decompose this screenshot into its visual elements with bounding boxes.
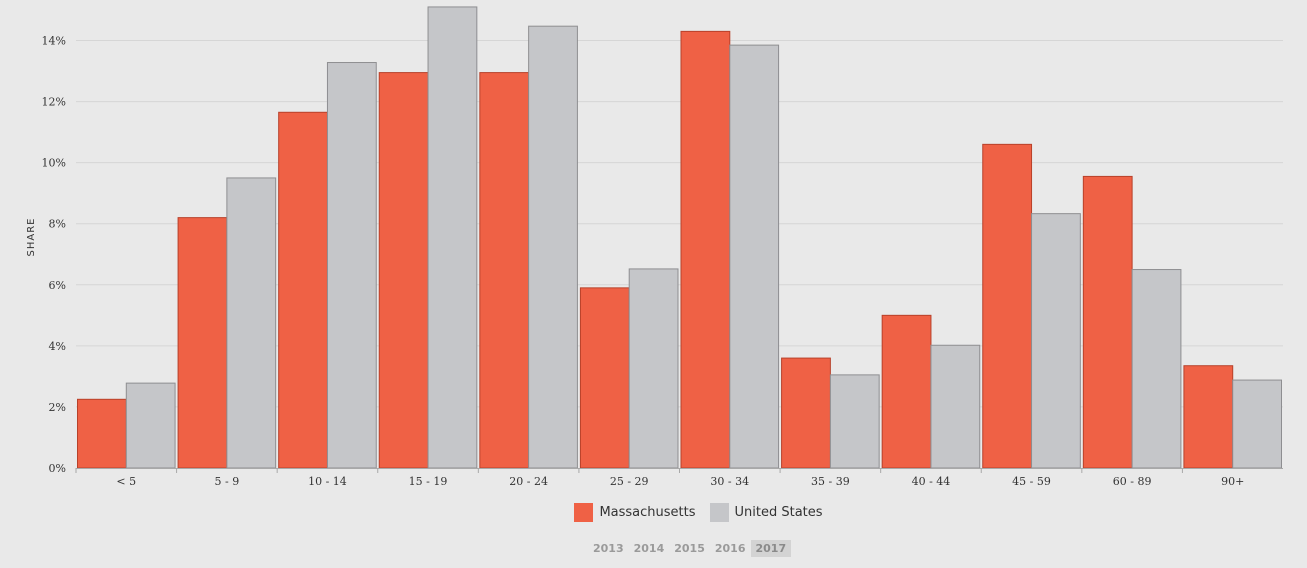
y-tick-label: 8% (49, 218, 66, 231)
y-tick-label: 10% (42, 157, 66, 170)
year-2013[interactable]: 2013 (593, 542, 624, 555)
bar-united-states[interactable] (1131, 269, 1182, 469)
x-tick-label: 40 - 44 (912, 475, 951, 488)
bar-massachusetts[interactable] (680, 30, 731, 469)
legend-item-massachusetts[interactable]: Massachusetts (574, 503, 696, 522)
year-2016[interactable]: 2016 (714, 542, 746, 555)
bar-massachusetts[interactable] (378, 72, 429, 469)
bar-united-states[interactable] (1031, 213, 1081, 469)
x-tick-label: 45 - 59 (1012, 475, 1051, 488)
legend-swatch-massachusetts (574, 503, 594, 522)
bar-united-states[interactable] (829, 374, 880, 469)
y-tick-label: 6% (49, 279, 66, 292)
y-tick-label: 4% (49, 340, 66, 353)
grid-lines (76, 40, 1283, 408)
year-selector: 2013 2014 2015 2016 2017 (588, 540, 792, 557)
x-tick-label: 60 - 89 (1113, 475, 1152, 488)
bar-united-states[interactable] (528, 25, 578, 469)
bar-massachusetts[interactable] (77, 398, 127, 469)
y-tick-label: 2% (49, 401, 66, 414)
legend-item-united-states[interactable]: United States (709, 503, 823, 522)
bar-united-states[interactable] (1232, 379, 1283, 469)
bar-massachusetts[interactable] (177, 217, 228, 469)
bar-united-states[interactable] (729, 44, 780, 469)
y-tick-label: 0% (49, 462, 66, 475)
x-tick-label: 10 - 14 (308, 475, 347, 488)
year-2014[interactable]: 2014 (633, 542, 665, 555)
y-axis-title: SHARE (26, 218, 37, 257)
x-tick-label: < 5 (116, 475, 136, 488)
x-tick-label: 90+ (1221, 475, 1244, 488)
bar-massachusetts[interactable] (479, 72, 530, 469)
year-2015[interactable]: 2015 (674, 542, 705, 555)
bar-united-states[interactable] (125, 382, 176, 469)
bar-massachusetts[interactable] (982, 143, 1033, 469)
legend-swatch-united-states (709, 503, 729, 522)
bar-massachusetts[interactable] (278, 111, 328, 469)
y-tick-label: 12% (42, 96, 66, 109)
x-axis-ticks: < 5 5 - 9 10 - 14 15 - 19 20 - 24 25 - 29 30 -… (75, 468, 1244, 488)
legend: Massachusetts United States (45, 503, 1307, 522)
y-axis-ticks: 0% 2% 4% 6% 8% 10% 12% 14% (42, 35, 66, 475)
bars (77, 6, 1283, 469)
bar-united-states[interactable] (326, 62, 377, 469)
x-tick-label: 15 - 19 (409, 475, 448, 488)
bar-massachusetts[interactable] (1183, 365, 1234, 469)
bar-massachusetts[interactable] (579, 287, 630, 469)
bar-united-states[interactable] (427, 6, 478, 469)
x-tick-label: 35 - 39 (811, 475, 850, 488)
bar-massachusetts[interactable] (781, 357, 831, 469)
y-tick-label: 14% (42, 35, 66, 48)
bar-massachusetts[interactable] (881, 314, 932, 469)
bar-united-states[interactable] (628, 268, 679, 469)
legend-label-united-states: United States (734, 505, 823, 520)
x-tick-label: 30 - 34 (710, 475, 749, 488)
year-2017[interactable]: 2017 (750, 540, 792, 557)
x-tick-label: 20 - 24 (509, 475, 548, 488)
x-tick-label: 25 - 29 (610, 475, 649, 488)
legend-label-massachusetts: Massachusetts (599, 505, 696, 520)
bar-united-states[interactable] (930, 344, 981, 469)
bar-massachusetts[interactable] (1082, 175, 1133, 469)
bar-united-states[interactable] (226, 177, 277, 469)
x-tick-label: 5 - 9 (215, 475, 240, 488)
